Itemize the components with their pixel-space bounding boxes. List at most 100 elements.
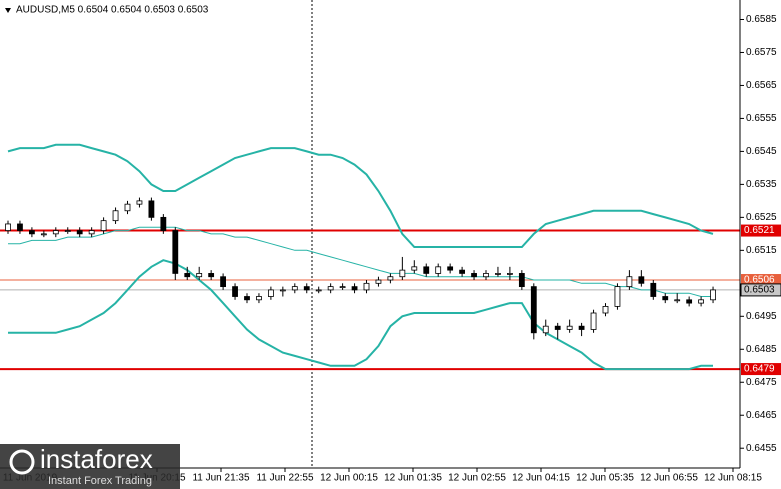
plot-area — [0, 143, 740, 371]
y-tick-label: 0.6495 — [746, 311, 777, 322]
candle-body — [566, 325, 573, 330]
candle-body — [124, 203, 131, 212]
candle-body — [52, 230, 59, 235]
candle-body — [291, 286, 298, 291]
candle-body — [17, 223, 23, 231]
x-tick-label: 12 Jun 06:55 — [640, 473, 698, 484]
y-tick-label: 0.6565 — [746, 80, 777, 91]
x-tick-label: 12 Jun 01:35 — [384, 473, 442, 484]
candle-body — [88, 230, 95, 235]
candle-body — [28, 230, 35, 235]
level-label: 0.6506 — [744, 275, 775, 286]
candle-body — [112, 210, 119, 222]
level-label-bg — [741, 274, 781, 287]
candle-body — [375, 279, 382, 284]
watermark: instaforex Instant Forex Trading — [0, 444, 180, 489]
candle-body — [148, 200, 155, 218]
candle-body — [40, 233, 47, 236]
candle-body — [100, 220, 107, 231]
candle-body — [351, 286, 358, 291]
y-tick-label: 0.6585 — [746, 14, 777, 25]
candle-body — [662, 296, 669, 301]
candle-body — [602, 306, 609, 314]
candle-body — [244, 296, 250, 301]
candle-body — [5, 223, 11, 231]
level-label: 0.6479 — [744, 364, 775, 375]
candle-body — [435, 266, 442, 274]
x-tick-label: 12 Jun 05:35 — [576, 473, 634, 484]
candle-body — [471, 273, 477, 278]
watermark-bg — [0, 444, 180, 489]
candle-body — [172, 230, 179, 274]
candle-body — [64, 230, 71, 232]
candle-body — [542, 325, 549, 334]
x-tick-label: 12 Jun 02:55 — [448, 473, 506, 484]
y-tick-label: 0.6515 — [746, 245, 777, 256]
candle-body — [614, 286, 621, 307]
candle-body — [267, 289, 274, 297]
candle-body — [686, 299, 693, 304]
y-tick-label: 0.6465 — [746, 410, 777, 421]
watermark-brand: instaforex — [40, 444, 153, 474]
x-tick-label: 11 Jun 21:35 — [192, 473, 250, 484]
candle-body — [674, 299, 681, 302]
candle-body — [518, 273, 525, 288]
candle-body — [495, 273, 501, 275]
candle-body — [399, 269, 406, 278]
candle-body — [530, 286, 537, 334]
candle-body — [160, 216, 167, 231]
bid-label: 0.6503 — [744, 285, 775, 296]
y-tick-label: 0.6485 — [746, 344, 777, 355]
level-label-bg — [741, 363, 781, 376]
candle-body — [710, 289, 716, 301]
chart-title: AUDUSD,M5 0.6504 0.6504 0.6503 0.6503 — [16, 5, 209, 16]
candle-body — [363, 282, 370, 291]
candle-body — [459, 269, 466, 274]
y-tick-label: 0.6475 — [746, 377, 777, 388]
candle-body — [447, 266, 454, 271]
y-tick-label: 0.6535 — [746, 179, 777, 190]
x-tick-label: 12 Jun 00:15 — [320, 473, 378, 484]
bollinger-band — [7, 143, 714, 248]
candle-body — [483, 273, 489, 278]
bollinger-band — [8, 226, 713, 297]
candle-body — [638, 276, 645, 284]
candle-body — [650, 282, 657, 297]
y-tick-label: 0.6525 — [746, 212, 777, 223]
watermark-tagline: Instant Forex Trading — [48, 475, 152, 487]
x-tick-label: 11 Jun 22:55 — [256, 473, 314, 484]
y-tick-label: 0.6555 — [746, 113, 777, 124]
candle-body — [698, 299, 704, 304]
level-label-bg — [741, 224, 781, 237]
bid-label-bg — [740, 283, 781, 297]
candle-body — [184, 273, 191, 278]
candle-body — [339, 286, 346, 289]
candle-body — [506, 273, 513, 275]
candle-body — [232, 286, 238, 297]
x-tick-label: 12 Jun 08:15 — [704, 473, 762, 484]
y-tick-label: 0.6575 — [746, 47, 777, 58]
bollinger-band — [8, 259, 713, 371]
candle-body — [387, 276, 394, 281]
candle-body — [411, 266, 418, 271]
y-tick-label: 0.6545 — [746, 146, 777, 157]
candle-body — [423, 266, 430, 274]
level-label: 0.6521 — [744, 225, 775, 236]
candle-body — [196, 273, 203, 278]
candle-body — [279, 289, 286, 292]
candle-body — [590, 312, 597, 330]
watermark-icon — [9, 449, 35, 475]
candle-body — [626, 276, 633, 288]
candle-body — [76, 230, 83, 235]
candle-body — [256, 296, 262, 301]
candle-body — [578, 325, 585, 330]
candle-body — [327, 286, 334, 291]
candle-body — [208, 273, 215, 278]
candle-body — [303, 286, 310, 291]
menu-triangle[interactable] — [5, 8, 11, 13]
candle-body — [315, 289, 322, 292]
candle-body — [220, 276, 227, 288]
y-tick-label: 0.6455 — [746, 443, 777, 454]
